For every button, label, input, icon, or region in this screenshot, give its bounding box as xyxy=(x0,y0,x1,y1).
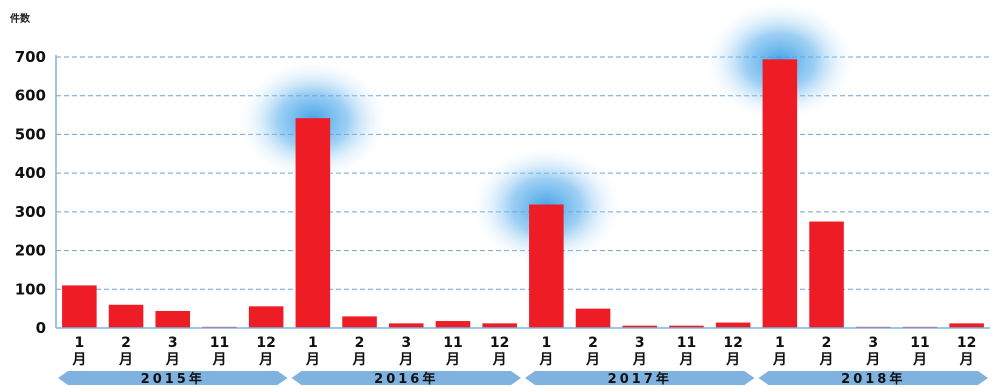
bar-2015年-12 xyxy=(248,306,284,328)
year-band-arrow xyxy=(525,371,755,385)
bar-2015年-2 xyxy=(108,304,144,328)
bar-2018年-1 xyxy=(762,59,798,329)
x-tick-month-suffix: 月 xyxy=(865,352,880,368)
year-label: 2017年 xyxy=(608,371,672,387)
x-tick-month-number: 12 xyxy=(957,335,976,351)
x-tick-month-suffix: 月 xyxy=(118,352,133,368)
x-tick-month-number: 11 xyxy=(443,335,462,351)
bar-2016年-2 xyxy=(342,316,377,328)
x-tick-month-number: 11 xyxy=(910,335,929,351)
bar-2015年-1 xyxy=(62,285,97,328)
x-tick-month-number: 2 xyxy=(588,335,598,351)
x-tick-month-suffix: 月 xyxy=(912,352,927,368)
x-tick-month-number: 3 xyxy=(168,335,178,351)
x-tick-month-number: 12 xyxy=(723,335,742,351)
year-label: 2018年 xyxy=(841,371,905,387)
year-label: 2015年 xyxy=(141,371,205,387)
x-tick-month-number: 1 xyxy=(541,335,551,351)
x-tick-month-suffix: 月 xyxy=(678,352,693,368)
y-tick-label: 200 xyxy=(15,242,46,260)
y-tick-label: 500 xyxy=(15,125,46,143)
x-tick-month-suffix: 月 xyxy=(585,352,600,368)
y-tick-label: 700 xyxy=(15,48,46,66)
x-tick-month-suffix: 月 xyxy=(538,352,553,368)
x-tick-month-suffix: 月 xyxy=(772,352,787,368)
bar-2016年-12 xyxy=(482,323,517,328)
x-tick-month-suffix: 月 xyxy=(352,352,367,368)
x-tick-month-number: 1 xyxy=(74,335,84,351)
x-tick-month-suffix: 月 xyxy=(725,352,740,368)
y-axis-label: 件数 xyxy=(10,12,31,25)
x-tick-month-suffix: 月 xyxy=(959,352,974,368)
x-tick-month-number: 1 xyxy=(308,335,318,351)
x-tick-month-number: 12 xyxy=(256,335,275,351)
x-tick-month-suffix: 月 xyxy=(819,352,834,368)
x-tick-month-number: 2 xyxy=(355,335,365,351)
bar-2016年-11 xyxy=(435,321,471,328)
x-tick-month-number: 3 xyxy=(635,335,645,351)
bar-2016年-3 xyxy=(388,323,424,328)
x-tick-month-suffix: 月 xyxy=(445,352,460,368)
x-tick-month-suffix: 月 xyxy=(492,352,507,368)
year-band-arrow xyxy=(58,371,288,385)
x-tick-labels: 1月2月3月11月12月1月2月3月11月12月1月2月3月11月12月1月2月… xyxy=(71,335,976,368)
bars xyxy=(62,59,984,329)
bar-2018年-12 xyxy=(949,323,984,328)
bar-2017年-3 xyxy=(622,325,658,328)
x-tick-month-number: 3 xyxy=(868,335,878,351)
y-tick-label: 100 xyxy=(15,280,46,298)
bar-2017年-1 xyxy=(529,204,564,328)
x-tick-month-suffix: 月 xyxy=(258,352,273,368)
x-tick-month-number: 1 xyxy=(775,335,785,351)
bar-2016年-1 xyxy=(295,118,331,328)
year-bands: 2015年 2016年 2017年 2018年 xyxy=(58,371,988,387)
x-tick-month-suffix: 月 xyxy=(398,352,413,368)
x-tick-month-number: 11 xyxy=(677,335,696,351)
x-tick-month-suffix: 月 xyxy=(165,352,180,368)
y-tick-label: 600 xyxy=(15,87,46,105)
y-tick-label: 0 xyxy=(36,319,46,337)
year-band-arrow xyxy=(291,371,521,385)
x-tick-month-suffix: 月 xyxy=(211,352,226,368)
x-tick-month-number: 2 xyxy=(121,335,131,351)
x-tick-month-suffix: 月 xyxy=(71,352,86,368)
y-tick-labels: 0 100 200 300 400 500 600 700 xyxy=(15,48,46,337)
bar-2017年-11 xyxy=(669,325,704,328)
y-tick-label: 300 xyxy=(15,203,46,221)
bar-2017年-12 xyxy=(715,322,751,328)
y-tick-label: 400 xyxy=(15,164,46,182)
x-tick-month-number: 11 xyxy=(210,335,229,351)
bar-2017年-2 xyxy=(575,308,611,328)
x-tick-month-suffix: 月 xyxy=(632,352,647,368)
x-tick-month-number: 2 xyxy=(822,335,832,351)
year-band-arrow xyxy=(758,371,988,385)
x-tick-month-suffix: 月 xyxy=(305,352,320,368)
x-tick-month-number: 12 xyxy=(490,335,509,351)
bar-2015年-3 xyxy=(155,310,191,328)
bar-2018年-2 xyxy=(809,221,844,328)
x-tick-month-number: 3 xyxy=(401,335,411,351)
year-label: 2016年 xyxy=(374,371,438,387)
